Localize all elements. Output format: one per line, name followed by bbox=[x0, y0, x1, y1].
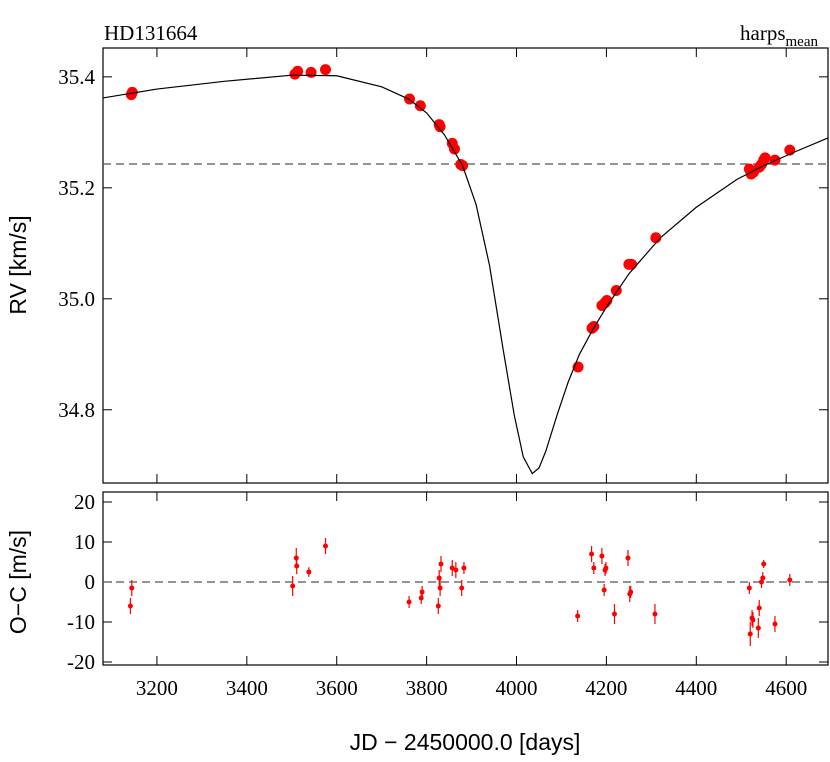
x-axis-label: JD − 2450000.0 [days] bbox=[350, 729, 581, 755]
chart-title: HD131664 bbox=[104, 21, 198, 45]
y-tick-label: 34.8 bbox=[58, 398, 95, 422]
y-tick-label: 35.2 bbox=[58, 176, 95, 200]
data-point bbox=[612, 611, 618, 617]
data-point bbox=[772, 621, 778, 627]
y-axis-label: RV [km/s] bbox=[5, 215, 31, 314]
data-point bbox=[756, 605, 762, 611]
data-point bbox=[628, 589, 634, 595]
data-point bbox=[575, 613, 581, 619]
y-tick-label: 20 bbox=[74, 490, 95, 514]
data-point bbox=[305, 66, 317, 78]
x-tick-label: 4000 bbox=[496, 676, 538, 700]
x-tick-label: 3400 bbox=[226, 676, 268, 700]
data-point bbox=[453, 567, 459, 573]
data-point bbox=[625, 555, 631, 561]
x-tick-label: 3200 bbox=[136, 676, 178, 700]
data-point bbox=[306, 569, 312, 575]
data-point bbox=[461, 565, 467, 571]
y-tick-label: 0 bbox=[85, 570, 96, 594]
data-point bbox=[599, 553, 605, 559]
data-point bbox=[591, 565, 597, 571]
data-point bbox=[746, 585, 752, 591]
x-tick-label: 3800 bbox=[406, 676, 448, 700]
data-point bbox=[589, 551, 595, 557]
data-point bbox=[761, 561, 767, 567]
y-tick-label: 10 bbox=[74, 530, 95, 554]
data-point bbox=[129, 585, 135, 591]
data-point bbox=[755, 625, 761, 631]
x-tick-label: 4600 bbox=[765, 676, 807, 700]
model-curve bbox=[102, 74, 829, 475]
y-tick-label: -20 bbox=[67, 650, 95, 674]
instrument-subscript: mean bbox=[786, 34, 819, 50]
y-tick-label: 35.0 bbox=[58, 287, 95, 311]
data-point bbox=[126, 86, 138, 98]
data-point bbox=[588, 321, 600, 333]
data-point bbox=[626, 258, 638, 270]
data-point bbox=[434, 121, 446, 133]
data-point bbox=[292, 65, 304, 77]
x-tick-label: 3600 bbox=[316, 676, 358, 700]
data-point bbox=[406, 599, 412, 605]
data-point bbox=[127, 603, 133, 609]
data-point bbox=[322, 543, 328, 549]
y-tick-label: 35.4 bbox=[58, 65, 95, 89]
data-point bbox=[459, 585, 465, 591]
data-point bbox=[414, 100, 426, 112]
data-point bbox=[290, 583, 296, 589]
data-point bbox=[418, 595, 424, 601]
y-axis-label: O−C [m/s] bbox=[5, 530, 31, 634]
data-point bbox=[419, 589, 425, 595]
data-point bbox=[747, 631, 753, 637]
data-point bbox=[319, 64, 331, 76]
data-point bbox=[760, 575, 766, 581]
y-tick-label: -10 bbox=[67, 610, 95, 634]
x-tick-label: 4400 bbox=[675, 676, 717, 700]
data-point bbox=[603, 565, 609, 571]
x-tick-label: 4200 bbox=[585, 676, 627, 700]
plot-frame bbox=[102, 47, 829, 484]
data-point bbox=[438, 561, 444, 567]
data-point bbox=[787, 577, 793, 583]
data-point bbox=[601, 587, 607, 593]
data-point bbox=[436, 575, 442, 581]
plot-frame bbox=[102, 491, 829, 666]
data-point bbox=[294, 563, 300, 569]
data-point bbox=[652, 611, 658, 617]
instrument-label: harpsmean bbox=[740, 21, 818, 50]
data-point bbox=[435, 603, 441, 609]
data-point bbox=[437, 585, 443, 591]
data-point bbox=[759, 152, 771, 164]
instrument-name: harps bbox=[740, 21, 786, 45]
data-point bbox=[750, 617, 756, 623]
